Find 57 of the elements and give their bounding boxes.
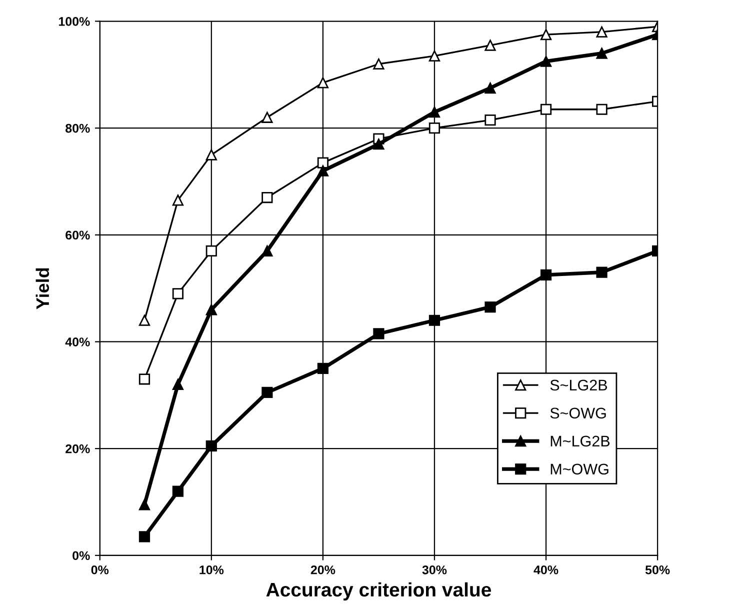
point xyxy=(206,149,217,160)
point xyxy=(317,77,329,88)
point xyxy=(262,386,273,398)
legend-label: M~LG2B xyxy=(550,436,610,447)
x-tick-label: 40% xyxy=(534,565,558,574)
point xyxy=(373,328,384,340)
point xyxy=(596,26,608,38)
point xyxy=(262,245,273,256)
point xyxy=(540,269,552,281)
y-tick-label: 40% xyxy=(65,338,90,346)
x-tick-label: 10% xyxy=(200,565,224,574)
point xyxy=(540,29,552,40)
point xyxy=(484,301,496,313)
point xyxy=(172,288,184,300)
x-tick-label: 20% xyxy=(310,565,336,574)
point xyxy=(138,314,150,326)
point xyxy=(206,440,217,452)
point xyxy=(262,112,273,123)
point xyxy=(484,40,496,51)
point xyxy=(317,157,329,168)
point xyxy=(484,114,496,126)
point xyxy=(484,82,496,94)
point xyxy=(317,165,329,176)
y-tick-label: 20% xyxy=(66,444,90,454)
point xyxy=(138,499,150,510)
legend-label: M~OWG xyxy=(550,464,608,475)
x-tick-label: 30% xyxy=(422,565,447,574)
point xyxy=(428,106,440,118)
point xyxy=(317,362,329,374)
y-tick-label: 100% xyxy=(58,17,90,26)
point xyxy=(428,122,440,134)
point xyxy=(262,192,273,204)
point xyxy=(172,378,184,390)
point xyxy=(540,104,552,115)
legend-label: S~OWG xyxy=(550,408,606,419)
x-tick-label: 0% xyxy=(91,565,109,574)
point xyxy=(206,245,217,256)
x-tick-label: 50% xyxy=(645,565,670,574)
point xyxy=(373,138,384,150)
point xyxy=(172,194,184,206)
point xyxy=(428,50,440,62)
point xyxy=(206,304,217,316)
x-axis-title: Accuracy criterion value xyxy=(266,582,491,600)
point xyxy=(428,314,440,326)
y-tick-label: 80% xyxy=(66,124,90,133)
point xyxy=(540,56,552,67)
y-tick-label: 0% xyxy=(72,551,90,560)
point xyxy=(172,486,184,497)
point xyxy=(596,266,608,278)
point xyxy=(596,48,608,59)
y-tick-label: 60% xyxy=(66,230,90,240)
point xyxy=(138,374,150,385)
y-axis-title: Yield xyxy=(36,268,50,310)
point xyxy=(138,531,150,542)
point xyxy=(373,58,384,70)
legend-label: S~LG2B xyxy=(550,380,608,391)
point xyxy=(596,104,608,115)
